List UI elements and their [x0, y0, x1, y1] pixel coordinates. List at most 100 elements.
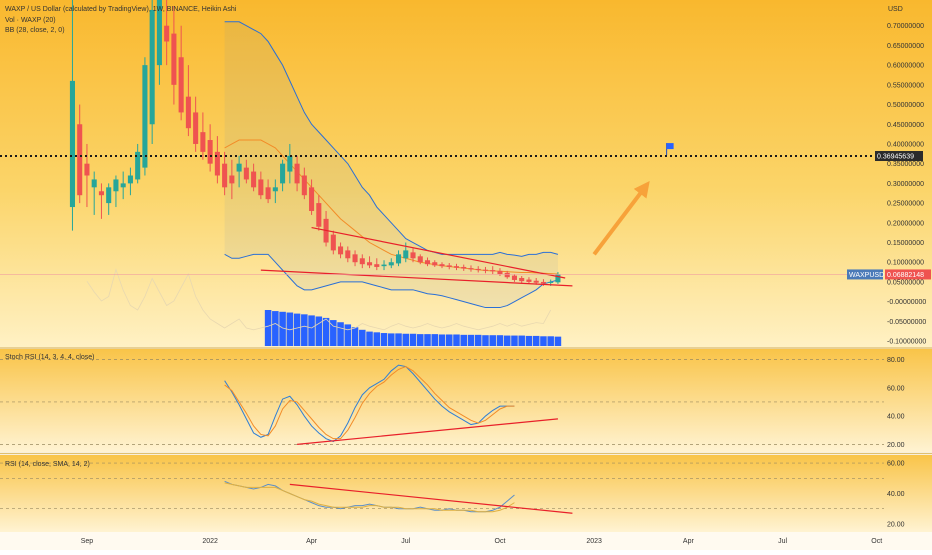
- volume-bar: [554, 336, 562, 346]
- legend-main: WAXP / US Dollar (calculated by TradingV…: [5, 6, 237, 13]
- candle-body: [345, 250, 351, 259]
- trend-line[interactable]: [260, 269, 573, 287]
- currency-label: USD: [888, 6, 903, 13]
- volume-bar: [474, 334, 482, 346]
- volume-bar: [293, 313, 301, 346]
- legend-rsi: RSI (14, close, SMA, 14, 2): [5, 461, 90, 468]
- symbol-label: WAXPUSD: [849, 272, 884, 279]
- y-tick-label: 0.35000000: [887, 161, 924, 168]
- candle-body: [417, 256, 423, 263]
- candle-body: [482, 269, 489, 271]
- candle-body: [475, 268, 481, 271]
- candle-body: [272, 187, 278, 192]
- candle-body: [236, 163, 242, 172]
- candle-body: [497, 270, 503, 275]
- stoch-pane-background: [0, 349, 932, 452]
- candle-body: [446, 265, 452, 267]
- candle-body: [490, 270, 496, 272]
- candle-body: [193, 112, 199, 144]
- bollinger-fill: [224, 21, 558, 308]
- candle-body: [222, 163, 228, 188]
- stoch-rsi-pane[interactable]: 80.00 60.00 40.00 20.00: [0, 349, 932, 455]
- stoch-trend-line[interactable]: [297, 418, 558, 445]
- volume-bar: [279, 311, 286, 346]
- volume-bar: [496, 335, 504, 346]
- candle-body: [367, 262, 373, 266]
- forecast-arrow[interactable]: [592, 180, 650, 256]
- price-tag: [885, 269, 931, 280]
- x-tick-label: 2022: [202, 538, 218, 545]
- y-tick-label: 0.65000000: [887, 43, 924, 50]
- x-tick-label: Sep: [81, 538, 94, 545]
- candle-body: [214, 151, 220, 176]
- y-tick-label: 60.00: [887, 461, 905, 468]
- candle-body: [395, 254, 402, 264]
- volume-bar: [373, 332, 381, 346]
- y-tick-label: 0.45000000: [887, 122, 924, 129]
- price-label: 0.06882148: [887, 272, 924, 279]
- candle-body: [120, 183, 126, 188]
- volume-bar: [315, 316, 323, 346]
- candle-body: [330, 234, 336, 251]
- candle-body: [511, 275, 517, 280]
- volume-bar: [511, 335, 518, 346]
- volume-bar: [344, 324, 352, 346]
- rsi-trend-line[interactable]: [289, 483, 573, 514]
- volume-bar: [417, 334, 424, 346]
- candle-body: [77, 124, 83, 196]
- candle-body: [200, 132, 206, 152]
- candle-body: [294, 163, 300, 184]
- candle-body: [439, 264, 445, 267]
- candle-body: [519, 277, 525, 282]
- candle-body: [432, 262, 438, 266]
- candle-body: [69, 80, 75, 208]
- candle-body: [468, 268, 474, 270]
- y-tick-label: 0.20000000: [887, 220, 924, 227]
- candle-body: [309, 187, 315, 211]
- volume-bar: [540, 336, 547, 346]
- volume-bar: [351, 327, 359, 346]
- legend-bollinger: BB (28, close, 2, 0): [5, 27, 65, 34]
- candle-body: [243, 167, 249, 180]
- volume-bar: [445, 334, 453, 346]
- volume-ma-line: [86, 268, 552, 331]
- y-tick-label: -0.05000000: [887, 319, 926, 326]
- volume-bar: [272, 311, 279, 346]
- candle-body: [388, 262, 394, 266]
- volume-bar: [482, 335, 489, 346]
- candle-body: [338, 246, 344, 255]
- volume-bar: [431, 334, 439, 346]
- flag-icon[interactable]: [666, 143, 674, 150]
- candle-body: [149, 9, 155, 125]
- candle-body: [91, 179, 97, 188]
- candle-body: [265, 187, 271, 200]
- candle-body: [258, 179, 264, 196]
- main-pane-background: [0, 0, 932, 347]
- x-tick-label: Oct: [871, 538, 882, 545]
- time-axis[interactable]: Sep 2022 Apr Jul Oct 2023 Apr Jul Oct: [0, 532, 932, 550]
- candle-body: [504, 272, 510, 278]
- candle-body: [548, 281, 554, 283]
- legend-stoch-rsi: Stoch RSI (14, 3, 4, 4, close): [5, 354, 95, 361]
- y-tick-label: 20.00: [887, 521, 905, 528]
- rsi-pane[interactable]: 60.00 40.00 20.00: [0, 455, 932, 532]
- volume-bar: [286, 312, 294, 346]
- candle-body: [98, 191, 104, 196]
- candle-body: [178, 57, 184, 113]
- trend-line[interactable]: [311, 226, 566, 279]
- candle-body: [410, 252, 416, 259]
- candle-body: [106, 187, 112, 204]
- x-tick-label: Apr: [683, 538, 695, 545]
- main-price-pane[interactable]: 0.70000000 0.65000000 0.60000000 0.55000000…: [0, 0, 932, 349]
- y-tick-label: 0.50000000: [887, 102, 924, 109]
- candle-body: [229, 175, 235, 184]
- volume-bar: [424, 334, 431, 346]
- candle-body: [301, 175, 307, 196]
- candle-body: [142, 65, 148, 168]
- volume-bar: [518, 335, 525, 346]
- horizontal-level-label: 0.36945639: [877, 154, 914, 161]
- y-tick-label: -0.00000000: [887, 299, 926, 306]
- volume-bar: [322, 317, 330, 346]
